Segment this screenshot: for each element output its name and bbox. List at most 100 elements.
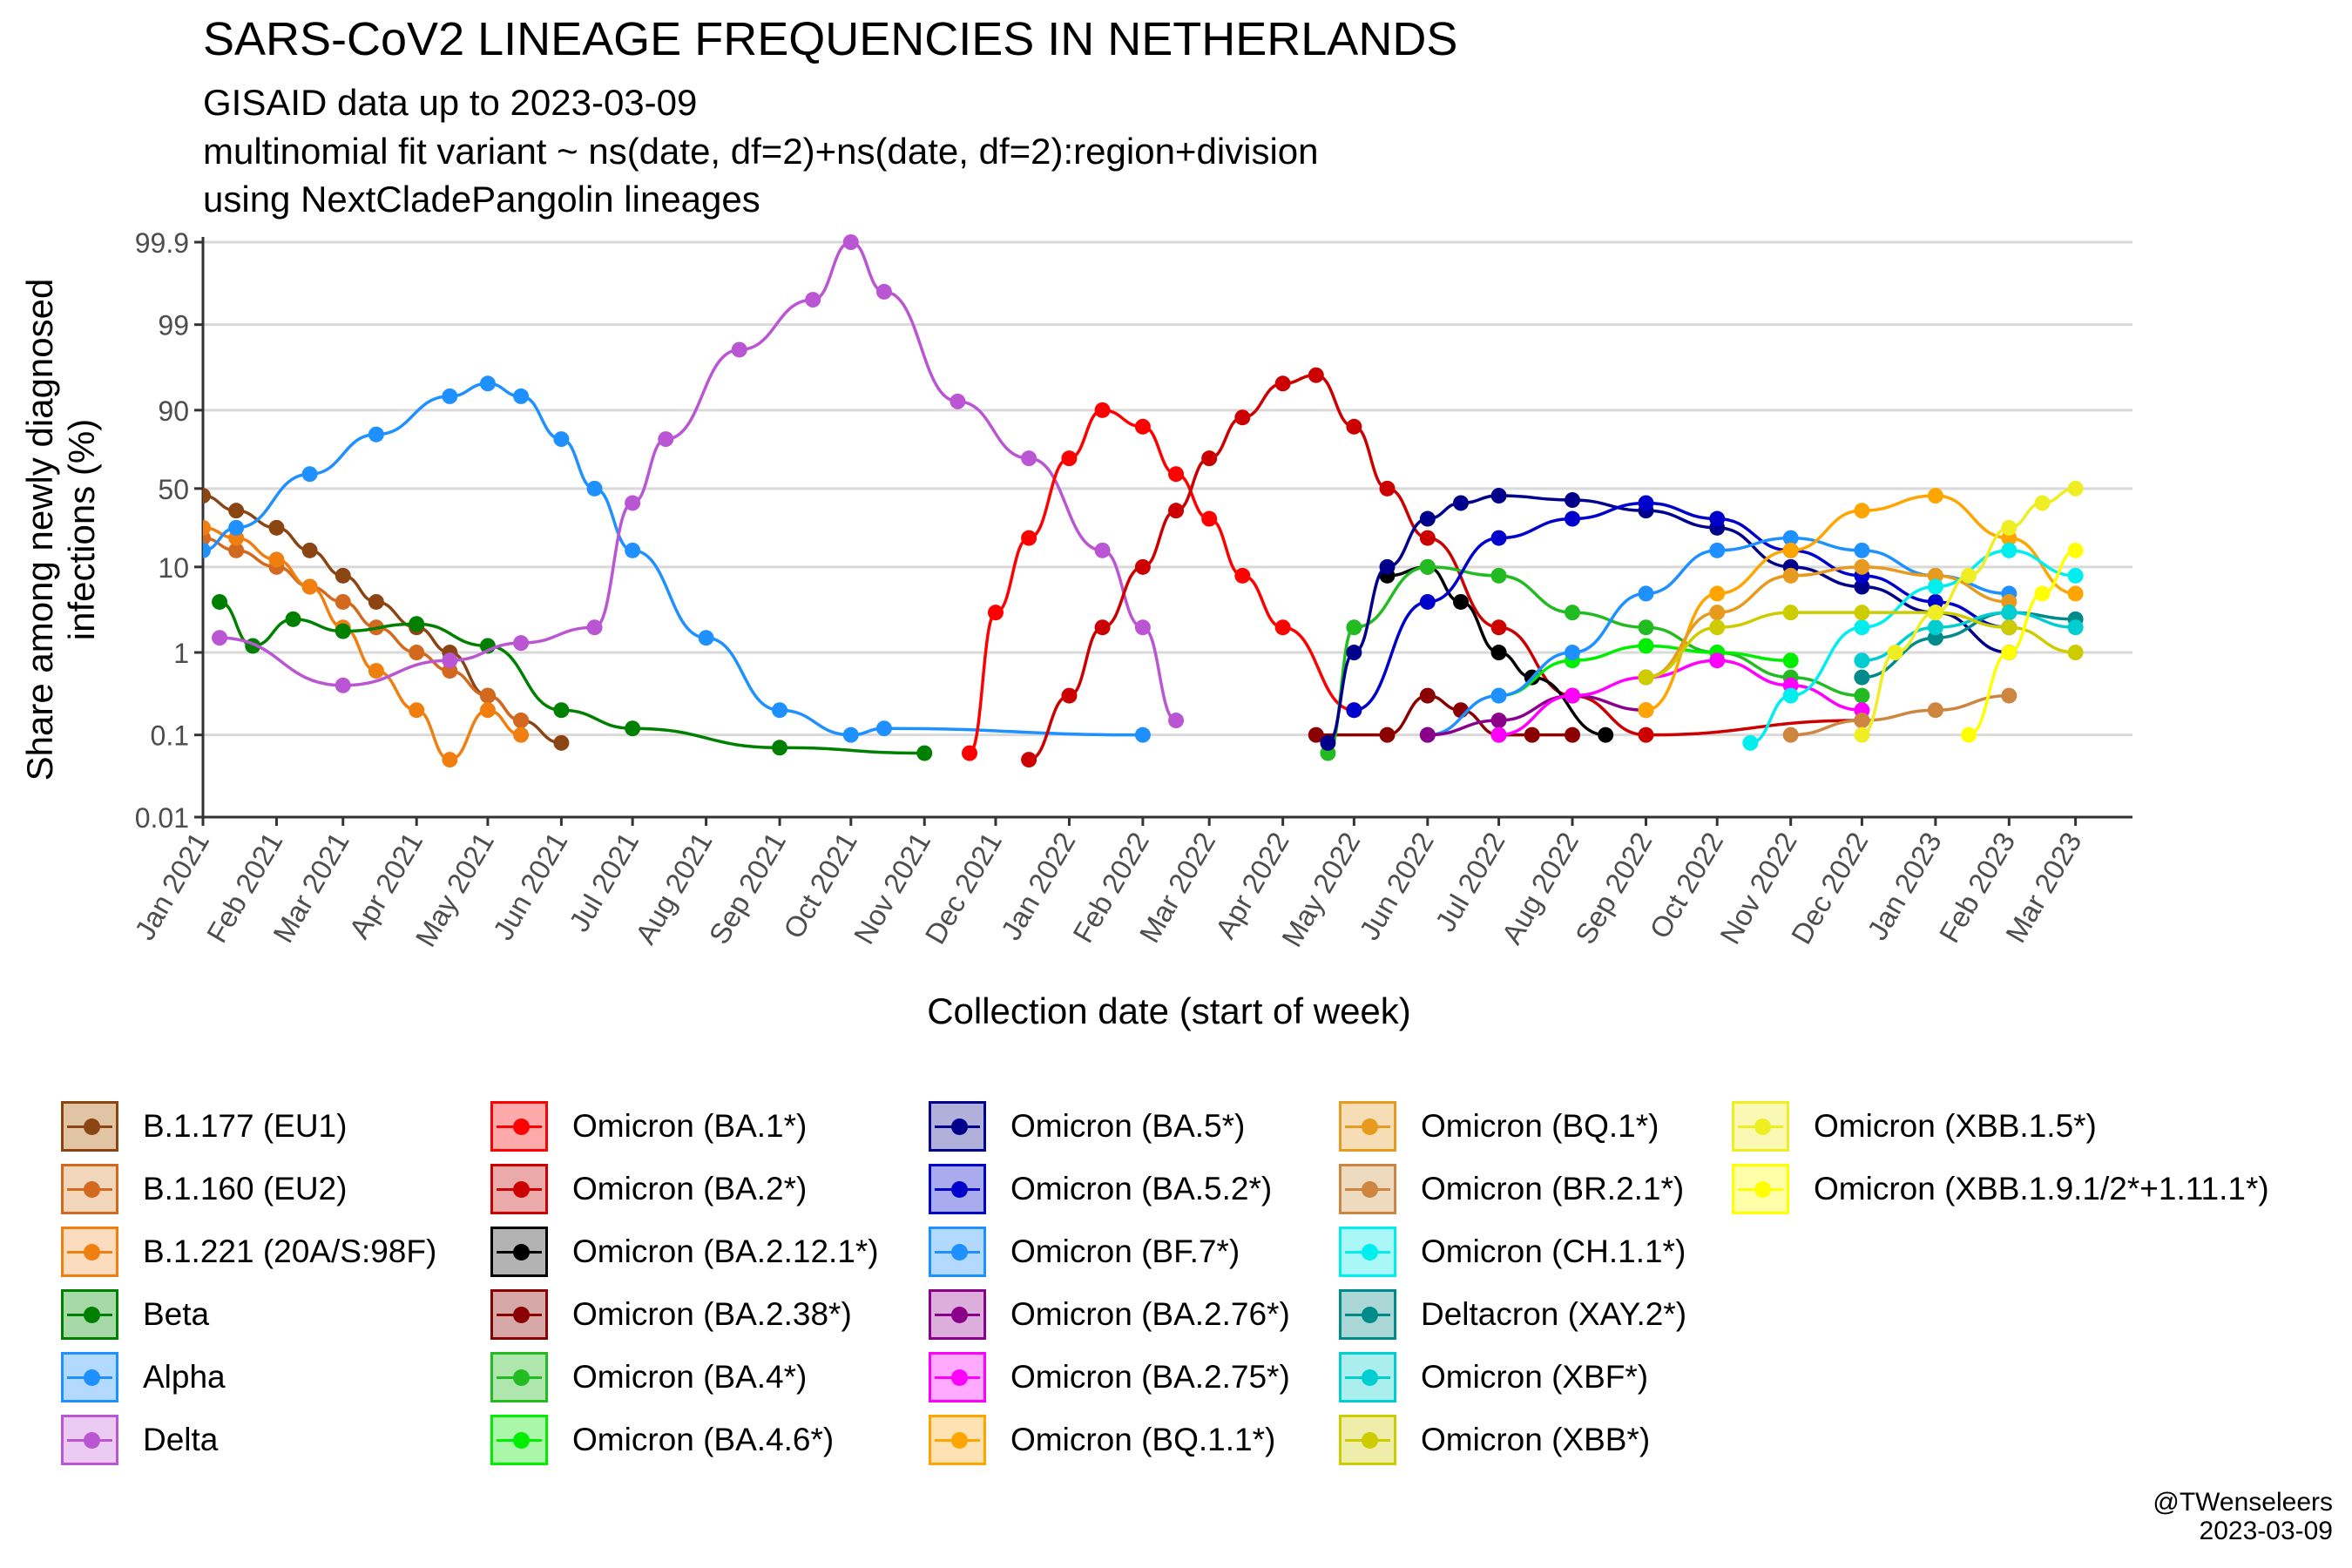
x-axis-label: Collection date (start of week) — [927, 990, 1411, 1031]
legend-item: Omicron (XBF*) — [1339, 1350, 1648, 1404]
data-point — [1346, 619, 1362, 636]
legend-label: B.1.177 (EU1) — [143, 1108, 348, 1144]
data-point — [1854, 713, 1870, 729]
y-tick-label: 1 — [173, 638, 189, 669]
data-point — [1490, 488, 1507, 504]
data-point — [479, 687, 496, 704]
data-point — [772, 740, 788, 756]
data-point — [1742, 734, 1759, 751]
legend-label: Omicron (BQ.1.1*) — [1010, 1422, 1276, 1457]
series-0 — [203, 488, 570, 751]
legend-item: Omicron (BQ.1*) — [1339, 1099, 1659, 1153]
data-point — [1927, 578, 1943, 595]
series-line — [1790, 693, 2010, 737]
data-point — [2001, 687, 2017, 704]
x-tick-label: Jun 2021 — [487, 827, 574, 945]
legend-key-icon — [929, 1415, 986, 1465]
data-point — [950, 393, 966, 409]
legend-key-icon — [1339, 1101, 1396, 1152]
data-point — [1961, 567, 1977, 584]
series-6 — [962, 402, 1362, 761]
data-point — [1927, 605, 1943, 621]
series-5 — [212, 234, 1185, 729]
data-point — [1709, 542, 1726, 558]
legend-item: Deltacron (XAY.2*) — [1339, 1288, 1686, 1342]
data-point — [268, 551, 285, 568]
data-point — [1927, 702, 1943, 719]
data-point — [1419, 727, 1436, 743]
data-point — [1854, 578, 1870, 595]
data-point — [1854, 669, 1870, 686]
data-point — [442, 752, 458, 768]
legend-label: Omicron (BR.2.1*) — [1421, 1171, 1685, 1206]
chart-subtitle-2: multinomial fit variant ~ ns(date, df=2)… — [203, 131, 1319, 172]
data-point — [1308, 727, 1324, 743]
data-point — [1490, 727, 1507, 743]
data-point — [625, 542, 641, 558]
data-point — [203, 488, 211, 504]
data-point — [1709, 510, 1726, 527]
legend-item: Omicron (XBB.1.9.1/2*+1.11.1*) — [1732, 1162, 2269, 1216]
legend-item: Delta — [61, 1413, 218, 1467]
credit-author: @TWenseleers — [2153, 1488, 2333, 1517]
legend-key-icon — [1339, 1289, 1396, 1340]
series-line — [203, 494, 562, 745]
data-point — [1134, 558, 1151, 575]
data-point — [1134, 727, 1151, 743]
data-point — [2067, 619, 2084, 636]
legend-item: Omicron (BA.5*) — [929, 1099, 1245, 1153]
legend-key-icon — [1339, 1227, 1396, 1277]
legend-key-icon — [61, 1101, 118, 1152]
credit-date: 2023-03-09 — [2199, 1517, 2333, 1545]
data-point — [1598, 727, 1614, 743]
legend-label: Omicron (BA.2.38*) — [572, 1296, 852, 1332]
data-point — [301, 466, 318, 483]
y-axis: 0.01 0.1 1 10 50 90 99 99.9 — [135, 227, 205, 834]
data-point — [1854, 558, 1870, 575]
data-point — [1887, 645, 1903, 661]
data-point — [1094, 619, 1111, 636]
data-point — [805, 292, 821, 308]
legend-item: Omicron (BR.2.1*) — [1339, 1162, 1684, 1216]
data-point — [409, 616, 425, 632]
x-tick-label: Jul 2021 — [563, 827, 645, 937]
legend-key-icon — [490, 1101, 548, 1152]
data-point — [1320, 734, 1336, 751]
legend-key-icon — [1339, 1415, 1396, 1465]
data-point — [2067, 645, 2084, 661]
legend-item: Omicron (BA.2.76*) — [929, 1288, 1290, 1342]
data-point — [1168, 713, 1185, 729]
data-point — [1854, 605, 1870, 621]
chart-subtitle-3: using NextCladePangolin lineages — [203, 179, 760, 220]
data-point — [1061, 687, 1078, 704]
series-12 — [1320, 488, 2017, 751]
data-point — [1565, 687, 1581, 704]
legend-item: Omicron (BF.7*) — [929, 1225, 1240, 1279]
y-tick-label: 0.01 — [135, 802, 189, 834]
legend-item: Omicron (BQ.1.1*) — [929, 1413, 1275, 1467]
legend-label: Omicron (CH.1.1*) — [1421, 1233, 1686, 1269]
data-point — [842, 727, 859, 743]
data-point — [1782, 567, 1799, 584]
data-point — [335, 677, 351, 693]
data-point — [2034, 585, 2051, 602]
data-point — [1638, 585, 1654, 602]
data-point — [1854, 503, 1870, 519]
data-point — [2067, 567, 2084, 584]
legend-label: B.1.221 (20A/S:98F) — [143, 1233, 437, 1269]
series-line — [220, 240, 1177, 722]
legend-key-icon — [1339, 1352, 1396, 1402]
series-line — [203, 526, 522, 761]
data-point — [1134, 418, 1151, 435]
data-point — [513, 388, 530, 404]
data-point — [1419, 593, 1436, 610]
data-point — [1709, 652, 1726, 669]
data-point — [1490, 567, 1507, 584]
data-point — [368, 593, 384, 610]
data-point — [625, 720, 641, 737]
data-point — [1021, 752, 1037, 768]
legend-key-icon — [61, 1415, 118, 1465]
data-point — [1709, 585, 1726, 602]
data-point — [1346, 418, 1362, 435]
